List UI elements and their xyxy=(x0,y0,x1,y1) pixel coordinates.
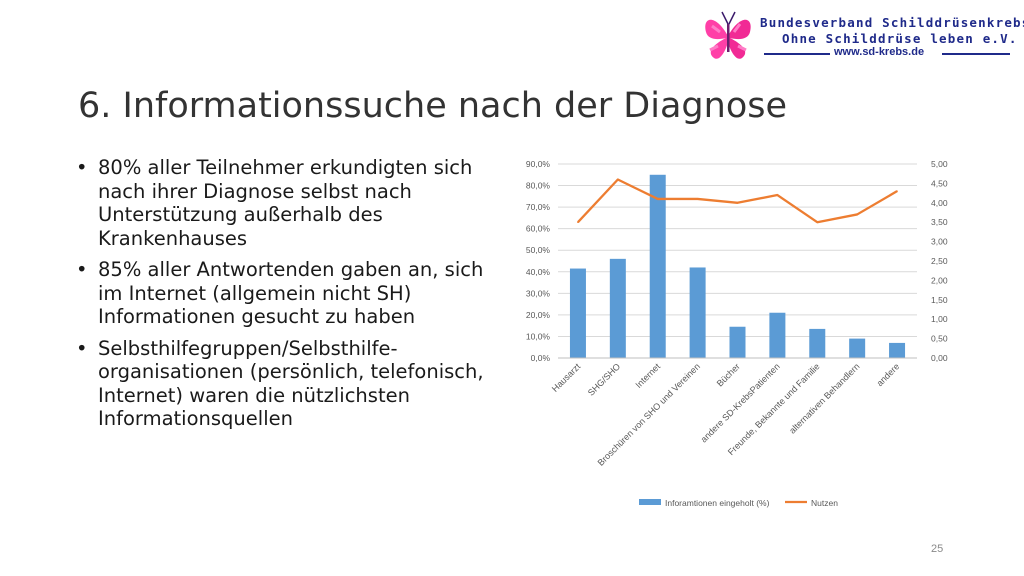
y-right-tick-label: 5,00 xyxy=(931,159,948,169)
website-link[interactable]: www.sd-krebs.de xyxy=(834,46,925,58)
bar xyxy=(649,174,666,358)
y-right-tick-label: 2,50 xyxy=(931,256,948,266)
bar xyxy=(849,338,866,358)
bar xyxy=(809,328,826,358)
legend-label: Nutzen xyxy=(811,498,838,508)
bullet-item: 80% aller Teilnehmer erkundigten sich na… xyxy=(76,156,496,250)
y-left-tick-label: 80,0% xyxy=(526,181,551,191)
y-left-tick-label: 90,0% xyxy=(526,159,551,169)
butterfly-logo-icon xyxy=(705,11,751,59)
information-sources-chart: 0,0% 10,0% 20,0% 30,0% 40,0% 50,0% 60,0% 70,0% 8… xyxy=(526,159,948,508)
divider-left xyxy=(764,53,830,55)
y-right-tick-label: 4,00 xyxy=(931,198,948,208)
y-right-tick-label: 1,00 xyxy=(931,314,948,324)
y-left-tick-label: 40,0% xyxy=(526,267,551,277)
line-point xyxy=(736,202,739,204)
slide-title: 6. Informationssuche nach der Diagnose xyxy=(78,86,788,126)
line-point xyxy=(617,178,619,181)
bar xyxy=(769,312,786,358)
line-point xyxy=(896,190,898,192)
x-tick-label: Hausarzt xyxy=(550,361,583,394)
x-tick-label: Internet xyxy=(633,361,662,390)
y-left-tick-label: 0,0% xyxy=(531,353,551,363)
y-left-tick-label: 10,0% xyxy=(526,331,551,341)
y-right-tick-label: 0,50 xyxy=(931,334,948,344)
line-point xyxy=(656,198,659,200)
divider-right xyxy=(942,53,1010,55)
bar xyxy=(729,326,746,358)
organization-logo: Bundesverband Schilddrüsenkrebs Ohne Sch… xyxy=(700,6,1024,62)
y-left-tick-label: 60,0% xyxy=(526,224,551,234)
bullet-list: 80% aller Teilnehmer erkundigten sich na… xyxy=(76,156,496,439)
line-point xyxy=(816,221,819,223)
legend-swatch-bar xyxy=(639,499,661,505)
y-left-tick-label: 20,0% xyxy=(526,310,551,320)
bar xyxy=(609,258,626,358)
x-tick-label: andere SD-KrebsPatienten xyxy=(699,361,782,444)
x-tick-label: SHG/SHO xyxy=(586,361,622,397)
bullet-item: Selbsthilfegruppen/Selbsthilfe-organisat… xyxy=(76,337,496,431)
bar xyxy=(689,267,706,358)
bullet-item: 85% aller Antwortenden gaben an, sich im… xyxy=(76,258,496,329)
line-point xyxy=(776,194,779,196)
x-tick-label: alternativen Behandlern xyxy=(787,361,861,435)
y-left-tick-label: 50,0% xyxy=(526,245,551,255)
bar xyxy=(569,268,586,358)
y-right-tick-label: 1,50 xyxy=(931,295,948,305)
line-point xyxy=(577,221,579,223)
website-row: www.sd-krebs.de xyxy=(764,46,1010,60)
line-point xyxy=(856,213,858,216)
y-right-tick-label: 3,50 xyxy=(931,217,948,227)
y-right-tick-label: 3,00 xyxy=(931,237,948,247)
y-left-tick-label: 70,0% xyxy=(526,202,551,212)
legend-label: Inforamtionen eingeholt (%) xyxy=(665,498,770,508)
x-tick-label: andere xyxy=(875,361,902,388)
y-left-tick-label: 30,0% xyxy=(526,288,551,298)
x-tick-label: Bücher xyxy=(715,361,742,388)
line-point xyxy=(696,198,699,200)
y-right-tick-label: 0,00 xyxy=(931,353,948,363)
bar xyxy=(889,342,906,358)
organization-subtitle: Ohne Schilddrüse leben e.V. xyxy=(782,31,1018,46)
page-number: 25 xyxy=(931,543,944,555)
organization-name: Bundesverband Schilddrüsenkrebs xyxy=(760,15,1024,30)
y-right-tick-label: 2,00 xyxy=(931,275,948,285)
y-right-tick-label: 4,50 xyxy=(931,178,948,188)
